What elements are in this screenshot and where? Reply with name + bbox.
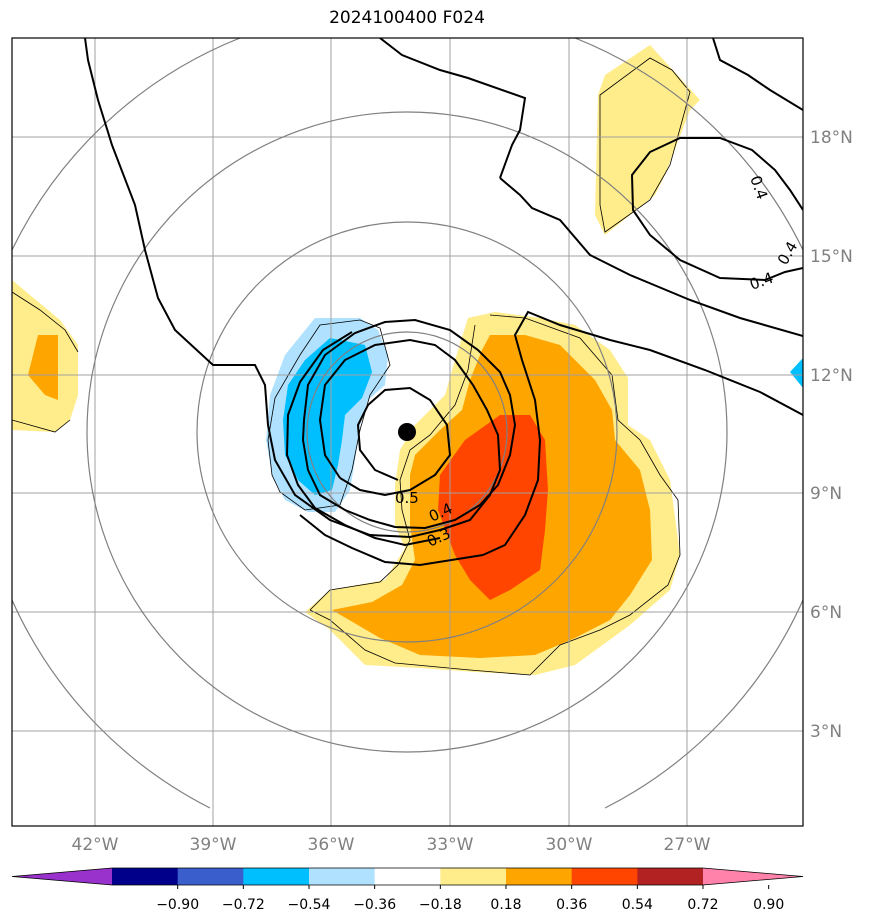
range-rings bbox=[12, 38, 803, 809]
colorbar-segment bbox=[12, 868, 112, 885]
colorbar-tick-label: −0.54 bbox=[288, 897, 331, 913]
colorbar-segment bbox=[571, 868, 638, 885]
colorbar-tick-labels: −0.90 −0.72 −0.54 −0.36 −0.18 0.18 0.36 0.54 0.7… bbox=[156, 885, 784, 913]
colorbar-outline bbox=[11, 867, 804, 886]
colorbar-tick-label: −0.90 bbox=[156, 897, 199, 913]
colorbar-tick-label: 0.72 bbox=[687, 897, 718, 913]
latitude-labels: 18°N 15°N 12°N 9°N 6°N 3°N bbox=[810, 128, 853, 742]
positive-anomaly-orange-west bbox=[28, 335, 58, 400]
lon-label: 30°W bbox=[546, 835, 593, 855]
black-contours bbox=[84, 38, 803, 567]
colorbar-segment bbox=[112, 868, 179, 885]
lon-label: 33°W bbox=[427, 835, 474, 855]
colorbar-segment bbox=[177, 868, 244, 885]
lon-label: 27°W bbox=[664, 835, 711, 855]
colorbar-tick-label: −0.36 bbox=[353, 897, 396, 913]
lat-label: 15°N bbox=[810, 247, 853, 267]
negative-anomaly-east-edge bbox=[790, 358, 803, 388]
map-frame bbox=[11, 37, 804, 827]
lat-label: 3°N bbox=[810, 722, 842, 742]
gridlines bbox=[12, 38, 803, 826]
contour-label: 0.4 bbox=[774, 238, 802, 268]
positive-anomaly-yellow-northeast bbox=[595, 45, 700, 235]
colorbar-tick-label: −0.72 bbox=[222, 897, 265, 913]
colorbar-tick-label: 0.18 bbox=[490, 897, 521, 913]
lat-label: 6°N bbox=[810, 603, 842, 623]
storm-center-marker bbox=[398, 423, 416, 441]
colorbar-segment bbox=[374, 868, 441, 885]
colorbar-segment bbox=[637, 868, 704, 885]
colorbar-segment bbox=[243, 868, 310, 885]
colorbar-tick-label: −0.18 bbox=[419, 897, 462, 913]
colorbar-segments bbox=[11, 867, 804, 886]
shaded-field bbox=[12, 45, 803, 675]
colorbar-tick-label: 0.36 bbox=[556, 897, 587, 913]
lat-label: 9°N bbox=[810, 484, 842, 504]
lon-label: 42°W bbox=[72, 835, 119, 855]
contour-label: 0.5 bbox=[395, 489, 419, 507]
contour-label: 0.4 bbox=[747, 269, 776, 294]
colorbar: −0.90 −0.72 −0.54 −0.36 −0.18 0.18 0.36 0.54 0.7… bbox=[11, 867, 804, 913]
colorbar-tick-label: 0.90 bbox=[753, 897, 784, 913]
colorbar-segment bbox=[309, 868, 376, 885]
positive-anomaly-orangered-main bbox=[438, 415, 548, 600]
colorbar-segment bbox=[703, 868, 803, 885]
lat-label: 18°N bbox=[810, 128, 853, 148]
map-title: 2024100400 F024 bbox=[329, 8, 485, 28]
colorbar-segment bbox=[440, 868, 507, 885]
colorbar-segment bbox=[506, 868, 573, 885]
longitude-labels: 42°W 39°W 36°W 33°W 30°W 27°W bbox=[72, 835, 711, 855]
colorbar-tick-label: 0.54 bbox=[622, 897, 653, 913]
lon-label: 39°W bbox=[190, 835, 237, 855]
contour-label: 0.4 bbox=[746, 173, 771, 202]
lon-label: 36°W bbox=[308, 835, 355, 855]
lat-label: 12°N bbox=[810, 366, 853, 386]
